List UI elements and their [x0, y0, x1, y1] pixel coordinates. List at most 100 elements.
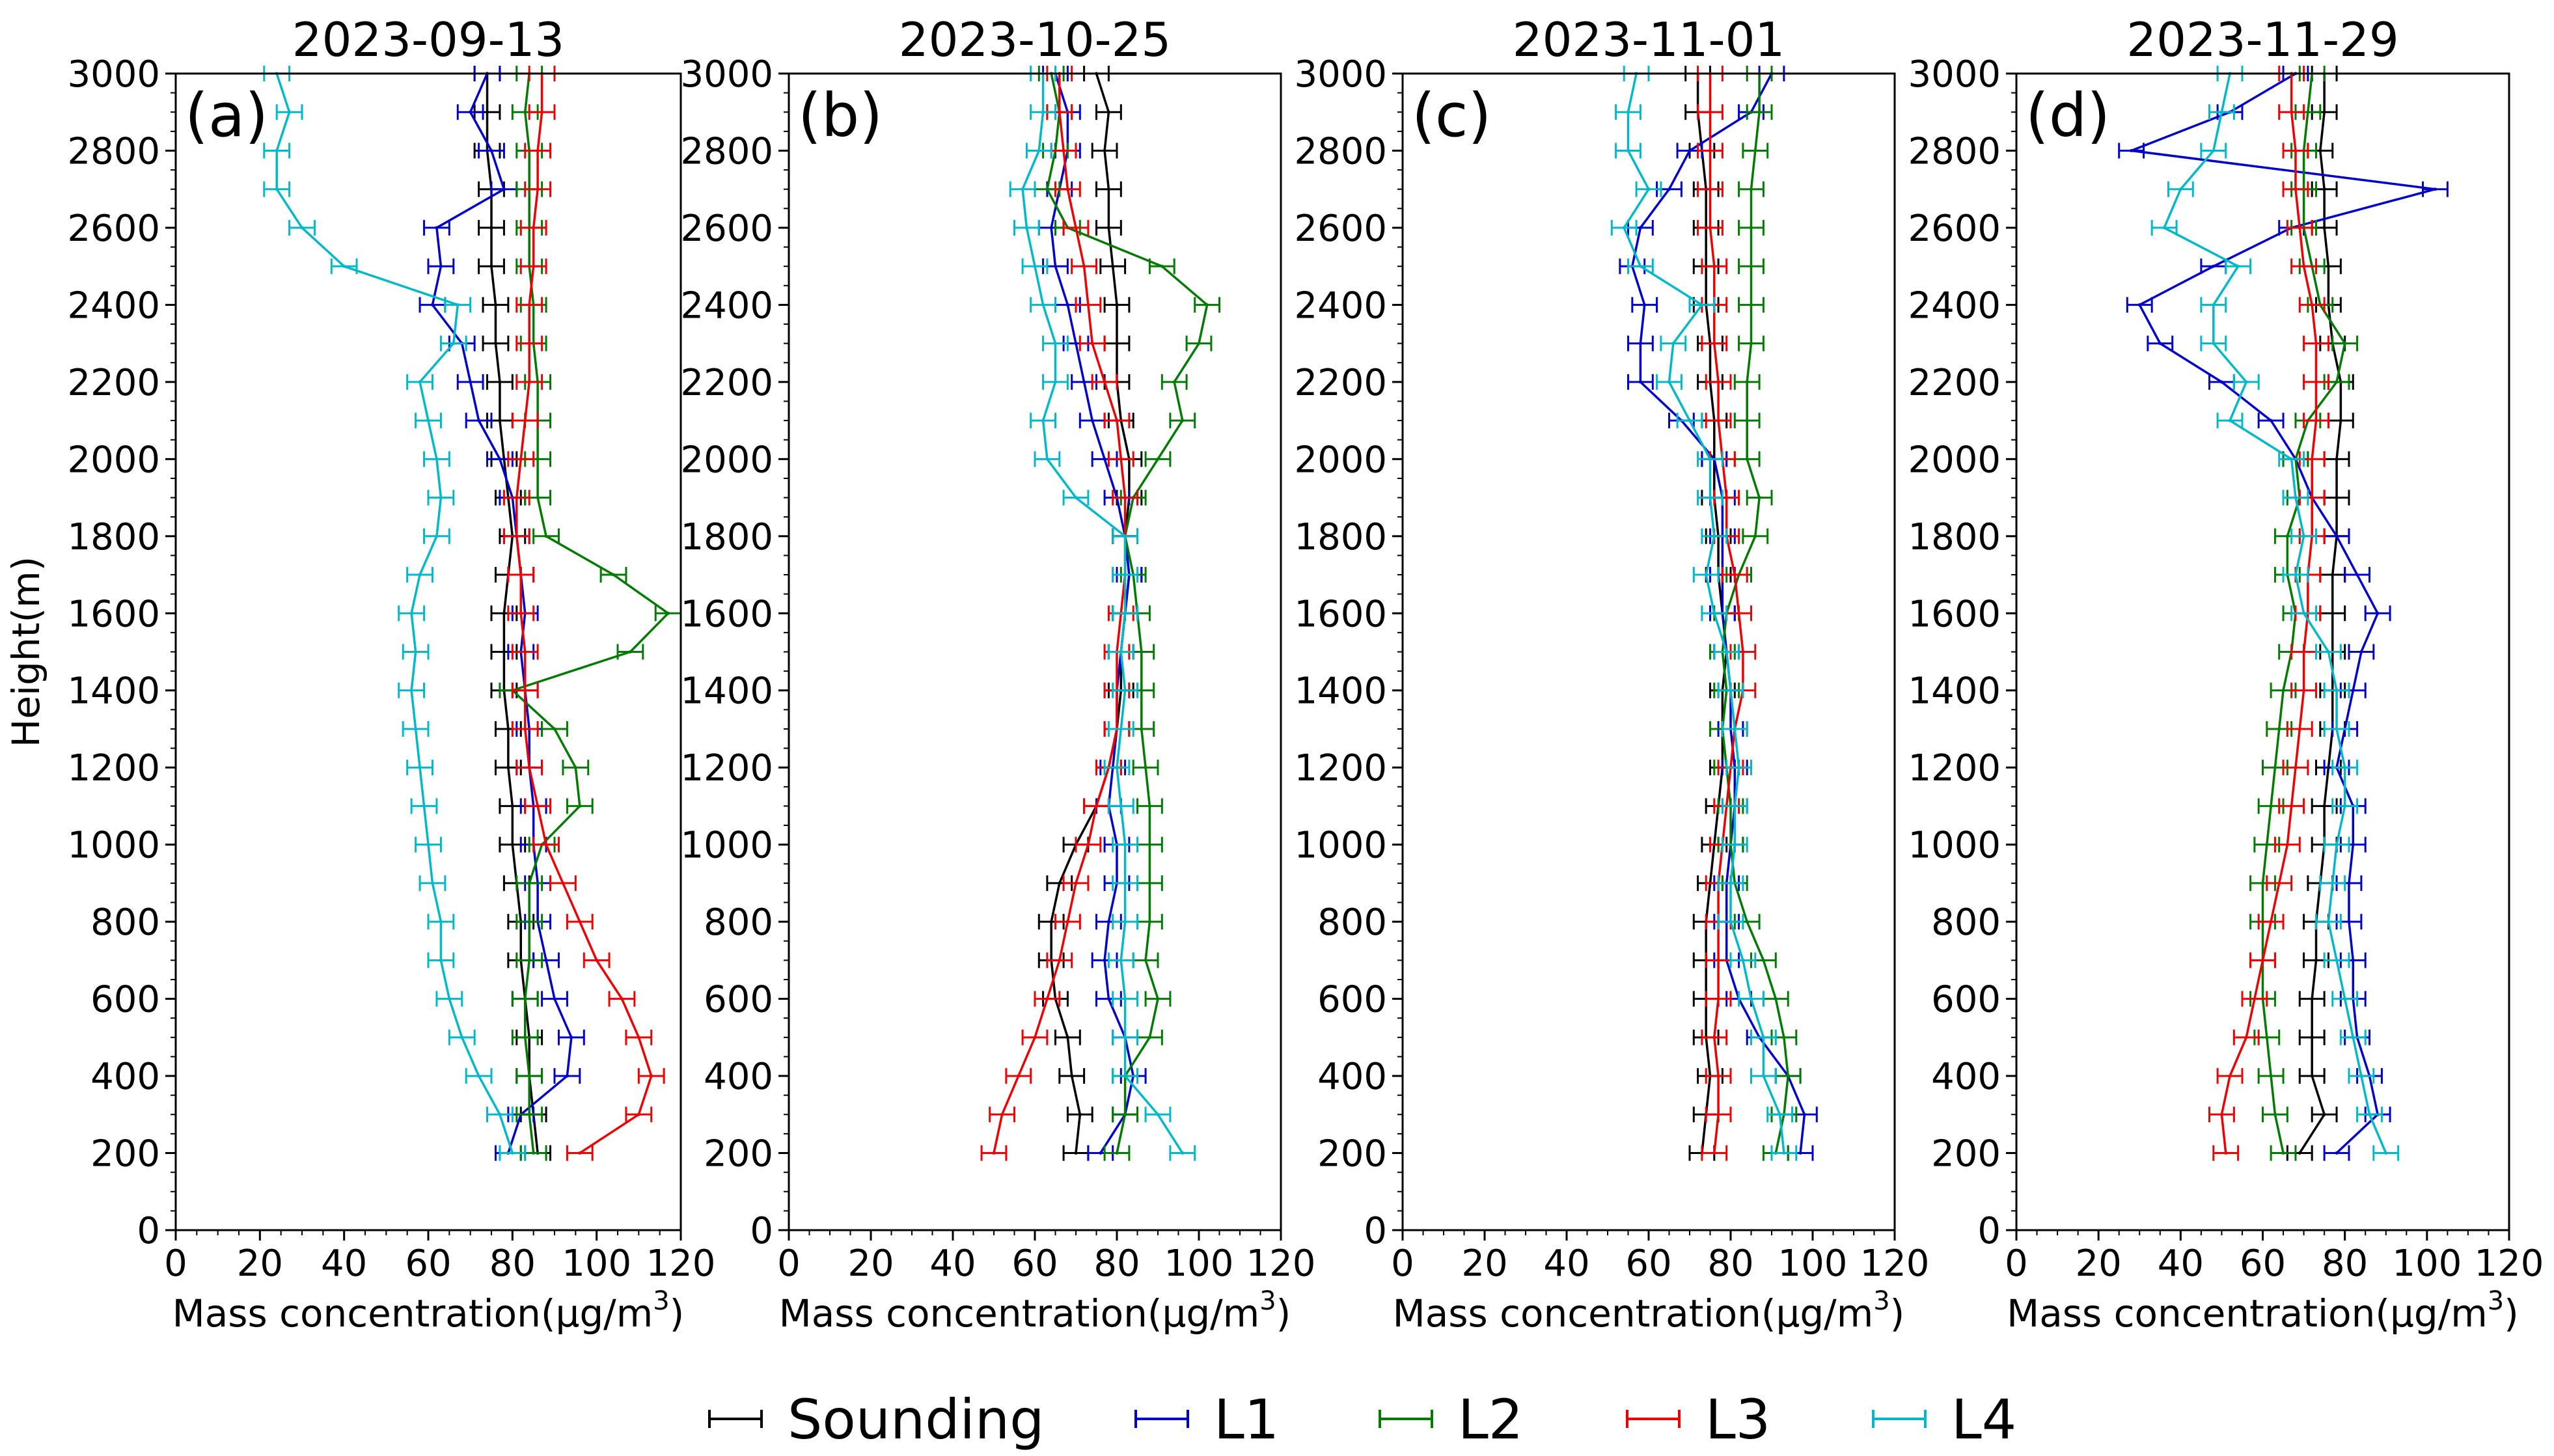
y-tick-label: 1000 [1294, 825, 1387, 867]
y-tick-label: 1200 [680, 747, 773, 790]
x-axis-label: Mass concentration(μg/m3) [779, 1286, 1291, 1336]
y-tick-label: 800 [90, 901, 160, 944]
series-l3 [502, 66, 665, 1161]
x-axis-label-text: Mass concentration(μg/m [1393, 1291, 1874, 1336]
legend-item-l1: L1 [1134, 1388, 1279, 1451]
x-tick-label: 100 [1778, 1243, 1848, 1285]
panel-2: 2023-10-25020040060080010001200140016001… [680, 12, 1315, 1336]
x-tick-label: 40 [2158, 1243, 2204, 1285]
y-tick-label: 200 [90, 1133, 160, 1175]
x-tick-label: 80 [1093, 1243, 1140, 1285]
y-tick-label: 200 [704, 1133, 773, 1175]
x-axis-label-text: Mass concentration(μg/m [2007, 1291, 2488, 1336]
y-tick-label: 600 [1931, 979, 2001, 1021]
y-tick-label: 1800 [67, 516, 160, 558]
panel-title: 2023-09-13 [292, 12, 564, 67]
panels: 2023-09-13020040060080010001200140016001… [4, 12, 2544, 1336]
y-tick-label: 2800 [67, 130, 160, 172]
y-tick-label: 2200 [1294, 362, 1387, 404]
y-tick-label: 1600 [1908, 593, 2001, 635]
panel-letter: (d) [2025, 81, 2110, 150]
x-tick-label: 60 [405, 1243, 451, 1285]
y-tick-label: 2600 [67, 208, 160, 250]
y-tick-label: 1600 [67, 593, 160, 635]
panel-title: 2023-10-25 [899, 12, 1171, 67]
y-tick-label: 3000 [1294, 53, 1387, 96]
legend-item-l4: L4 [1872, 1388, 2016, 1451]
x-tick-label: 40 [321, 1243, 367, 1285]
x-tick-label: 100 [562, 1243, 631, 1285]
x-axis-label: Mass concentration(μg/m3) [1393, 1286, 1905, 1336]
panel-3: 2023-11-01020040060080010001200140016001… [1294, 12, 1929, 1336]
x-tick-label: 20 [1461, 1243, 1507, 1285]
y-tick-label: 3000 [680, 53, 773, 96]
plot-frame [2015, 72, 2510, 1231]
series-line [1623, 73, 1785, 1153]
legend: Sounding L1 L2 L3 L4 [708, 1388, 2016, 1451]
x-axis-label-tail: ) [2504, 1291, 2519, 1336]
x-axis-label-tail: ) [1890, 1291, 1905, 1336]
plot-frame [788, 72, 1282, 1231]
y-tick-label: 1600 [680, 593, 773, 635]
y-tick-label: 1200 [1294, 747, 1387, 790]
y-tick-label: 2200 [680, 362, 773, 404]
y-tick-label: 1400 [680, 670, 773, 713]
series-line [2130, 72, 2437, 1154]
series-line [1021, 74, 1184, 1154]
legend-item-l3: L3 [1626, 1388, 1770, 1451]
y-tick-label: 400 [90, 1056, 160, 1098]
series-line [486, 74, 539, 1153]
x-tick-label: 80 [489, 1243, 536, 1285]
x-axis-label-superscript: 3 [2488, 1286, 2504, 1316]
y-tick-label: 0 [750, 1210, 773, 1252]
series-line [275, 73, 514, 1154]
x-tick-label: 80 [2322, 1243, 2368, 1285]
series-line [511, 73, 670, 1153]
x-tick-label: 20 [847, 1243, 894, 1285]
y-tick-label: 400 [1931, 1056, 2001, 1098]
legend-label: Sounding [788, 1388, 1044, 1451]
panel-4: 2023-11-29020040060080010001200140016001… [1908, 12, 2544, 1336]
series-line [2163, 73, 2387, 1154]
panel-1: 2023-09-13020040060080010001200140016001… [4, 12, 715, 1336]
plot-frame [1401, 72, 1896, 1231]
x-tick-label: 60 [1011, 1243, 1058, 1285]
y-tick-label: 1400 [1294, 670, 1387, 713]
y-tick-label: 1000 [680, 825, 773, 867]
y-tick-label: 2400 [1294, 284, 1387, 327]
x-tick-label: 100 [1164, 1243, 1234, 1285]
x-axis-label-text: Mass concentration(μg/m [172, 1291, 653, 1336]
y-tick-label: 2000 [1294, 439, 1387, 481]
x-axis-label: Mass concentration(μg/m3) [2007, 1286, 2519, 1336]
y-tick-label: 1200 [67, 747, 160, 790]
x-tick-label: 40 [929, 1243, 976, 1285]
x-tick-label: 40 [1543, 1243, 1589, 1285]
series-l4 [1009, 66, 1196, 1161]
series-line [1709, 74, 1744, 1153]
legend-label: L1 [1214, 1388, 1279, 1451]
x-tick-label: 20 [2076, 1243, 2122, 1285]
y-tick-label: 2200 [67, 362, 160, 404]
y-tick-label: 1000 [67, 825, 160, 867]
series-line [2298, 74, 2342, 1154]
x-axis-label-superscript: 3 [653, 1286, 669, 1316]
x-axis-label-tail: ) [1276, 1291, 1291, 1336]
y-tick-label: 2600 [1294, 208, 1387, 250]
x-tick-label: 0 [777, 1243, 801, 1285]
y-tick-label: 2000 [67, 439, 160, 481]
y-tick-label: 1800 [680, 516, 773, 558]
x-axis-label-superscript: 3 [1259, 1286, 1276, 1316]
x-tick-label: 0 [2005, 1243, 2028, 1285]
y-tick-label: 2000 [1908, 439, 2001, 481]
x-axis-label-text: Mass concentration(μg/m [779, 1291, 1260, 1336]
y-tick-label: 200 [1317, 1133, 1387, 1175]
y-tick-label: 2600 [680, 208, 773, 250]
y-tick-label: 800 [1931, 901, 2001, 944]
x-tick-label: 100 [2392, 1243, 2462, 1285]
x-tick-label: 20 [237, 1243, 283, 1285]
x-tick-label: 120 [646, 1243, 716, 1285]
y-tick-label: 2600 [1908, 208, 2001, 250]
y-tick-label: 2800 [680, 130, 773, 172]
y-tick-label: 1400 [1908, 670, 2001, 713]
